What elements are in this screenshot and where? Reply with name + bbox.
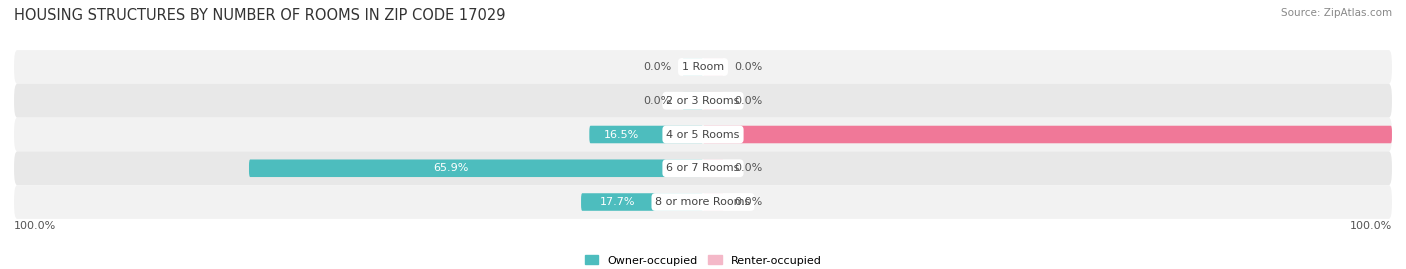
- Text: 0.0%: 0.0%: [734, 163, 762, 173]
- Legend: Owner-occupied, Renter-occupied: Owner-occupied, Renter-occupied: [581, 251, 825, 269]
- Text: 2 or 3 Rooms: 2 or 3 Rooms: [666, 96, 740, 106]
- FancyBboxPatch shape: [703, 160, 724, 177]
- FancyBboxPatch shape: [14, 50, 1392, 84]
- Text: 16.5%: 16.5%: [605, 129, 640, 140]
- Text: 0.0%: 0.0%: [734, 197, 762, 207]
- Text: 0.0%: 0.0%: [734, 62, 762, 72]
- Text: 6 or 7 Rooms: 6 or 7 Rooms: [666, 163, 740, 173]
- Text: 8 or more Rooms: 8 or more Rooms: [655, 197, 751, 207]
- FancyBboxPatch shape: [703, 126, 1392, 143]
- Text: 0.0%: 0.0%: [644, 62, 672, 72]
- FancyBboxPatch shape: [703, 193, 724, 211]
- Text: Source: ZipAtlas.com: Source: ZipAtlas.com: [1281, 8, 1392, 18]
- FancyBboxPatch shape: [682, 58, 703, 76]
- Text: 65.9%: 65.9%: [433, 163, 470, 173]
- Text: 100.0%: 100.0%: [14, 221, 56, 231]
- Text: 1 Room: 1 Room: [682, 62, 724, 72]
- Text: 0.0%: 0.0%: [644, 96, 672, 106]
- FancyBboxPatch shape: [14, 84, 1392, 118]
- Text: 17.7%: 17.7%: [599, 197, 636, 207]
- FancyBboxPatch shape: [14, 118, 1392, 151]
- Text: 4 or 5 Rooms: 4 or 5 Rooms: [666, 129, 740, 140]
- FancyBboxPatch shape: [249, 160, 703, 177]
- FancyBboxPatch shape: [703, 58, 724, 76]
- FancyBboxPatch shape: [581, 193, 703, 211]
- Text: 100.0%: 100.0%: [1399, 129, 1406, 140]
- Text: 0.0%: 0.0%: [734, 96, 762, 106]
- FancyBboxPatch shape: [682, 92, 703, 109]
- FancyBboxPatch shape: [14, 151, 1392, 185]
- Text: 100.0%: 100.0%: [1350, 221, 1392, 231]
- FancyBboxPatch shape: [14, 185, 1392, 219]
- FancyBboxPatch shape: [703, 92, 724, 109]
- Text: HOUSING STRUCTURES BY NUMBER OF ROOMS IN ZIP CODE 17029: HOUSING STRUCTURES BY NUMBER OF ROOMS IN…: [14, 8, 506, 23]
- FancyBboxPatch shape: [589, 126, 703, 143]
